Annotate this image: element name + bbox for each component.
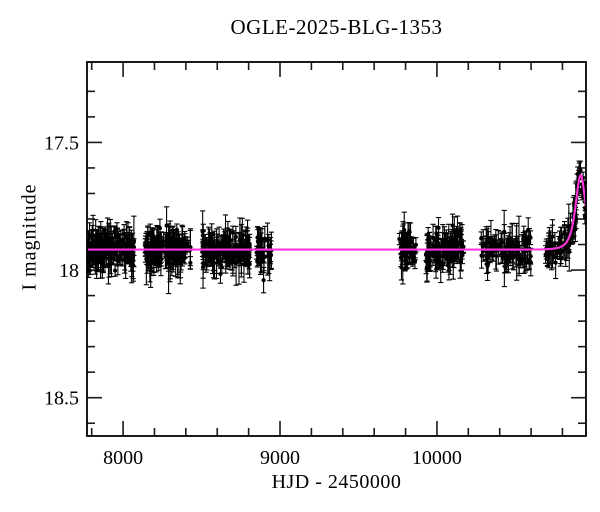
y-tick-label: 18 xyxy=(59,260,79,282)
x-tick-label: 8000 xyxy=(103,447,143,469)
plot-title: OGLE-2025-BLG-1353 xyxy=(230,15,443,39)
y-tick-label: 18.5 xyxy=(44,388,79,410)
data-points-layer xyxy=(86,160,587,295)
axis-ticks xyxy=(87,62,586,436)
y-tick-label: 17.5 xyxy=(44,132,79,154)
x-tick-label: 10000 xyxy=(412,447,462,469)
tick-labels: 8000 9000 10000 17.5 18 18.5 xyxy=(44,132,462,469)
model-curve xyxy=(87,173,587,251)
x-tick-label: 9000 xyxy=(260,447,300,469)
x-axis-label: HJD - 2450000 xyxy=(271,471,402,493)
plot-frame xyxy=(86,61,587,437)
